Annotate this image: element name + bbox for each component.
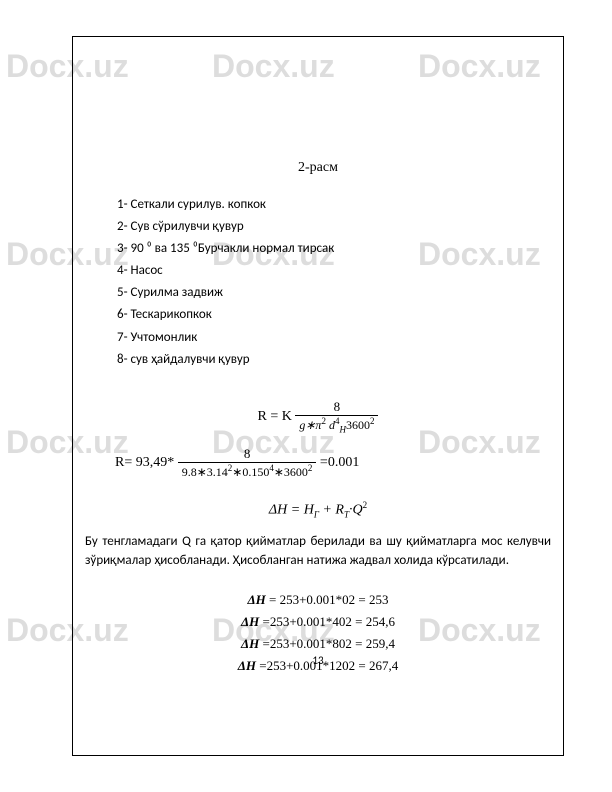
equation-row: ΔH =253+0.001*802 = 259,4 [85,633,551,655]
formula-text: ΔH = H [269,503,314,518]
formula-sup: 2 [363,500,368,510]
list-item: 3- 90 ⁰ ва 135 ⁰Бурчакли нормал тирсак [117,238,551,260]
den-part: 9.8∗3.14 [182,465,228,479]
figure-label: 2-расм [85,160,551,176]
fraction: 8 9.8∗3.142∗0.1504∗36002 [178,446,317,480]
page-content: 2-расм 1- Сеткали сурилув. копкок 2- Сув… [85,60,551,677]
eq-rhs: =253+0.001*402 = 254,6 [259,614,395,629]
formula-lhs: R = K [258,409,292,424]
equation-row: ΔH =253+0.001*402 = 254,6 [85,611,551,633]
den-part: ∗0.150 [232,465,269,479]
den-part: d [326,418,335,432]
list-item: 2- Сув сўрилувчи қувур [117,216,551,238]
den-sup: 2 [370,416,375,426]
formula-text: ·Q [349,503,363,518]
numerator: 8 [295,399,378,416]
paragraph-text: Бу тенгламадаги Q га қатор қийматлар бер… [85,532,551,571]
eq-rhs: = 253+0.001*02 = 253 [266,592,389,607]
formula-r-value: R= 93,49* 8 9.8∗3.142∗0.1504∗36002 =0.00… [115,446,551,480]
list-item: 8- сув ҳайдалувчи қувур [117,349,551,371]
denominator: g∗π2 d4H36002 [295,416,378,434]
equation-row: ΔH = 253+0.001*02 = 253 [85,589,551,611]
formula-result: =0.001 [320,455,359,470]
den-part: ∗3600 [274,465,308,479]
formula-text: + R [319,503,344,518]
den-part: g∗π [299,418,321,432]
list-item: 7- Учтомонлик [117,327,551,349]
list-item: 1- Сеткали сурилув. копкок [117,194,551,216]
list-item: 4- Насос [117,260,551,282]
numerator: 8 [178,446,317,463]
fraction: 8 g∗π2 d4H36002 [295,399,378,434]
eq-lhs: ΔH [241,614,259,629]
formula-r-definition: R = K 8 g∗π2 d4H36002 [85,399,551,434]
den-sup: 2 [308,463,313,473]
denominator: 9.8∗3.142∗0.1504∗36002 [178,463,317,480]
eq-lhs: ΔH [241,636,259,651]
formula-delta-h: ΔH = HГ + RT·Q2 [85,500,551,519]
numbered-list: 1- Сеткали сурилув. копкок 2- Сув сўрилу… [117,194,551,371]
list-item: 5- Сурилма задвиж [117,282,551,304]
eq-rhs: =253+0.001*802 = 259,4 [259,636,395,651]
den-part: 3600 [346,418,370,432]
list-item: 6- Тескарикопкок [117,304,551,326]
page-number: 13 [85,654,551,667]
formula-prefix: R= 93,49* [115,455,174,470]
eq-lhs: ΔH [247,592,265,607]
